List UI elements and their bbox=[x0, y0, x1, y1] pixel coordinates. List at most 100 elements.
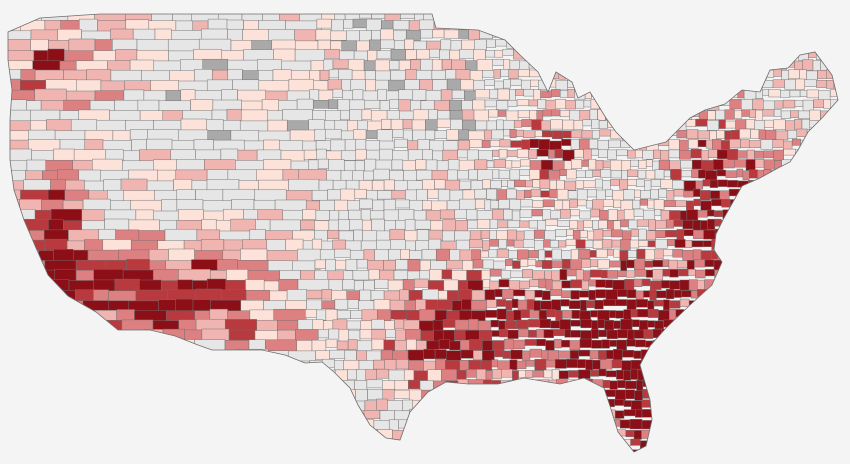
county-region bbox=[461, 299, 472, 311]
county-region bbox=[499, 139, 511, 148]
county-region bbox=[498, 239, 507, 249]
county-region bbox=[772, 139, 784, 149]
county-region bbox=[625, 430, 635, 438]
county-region bbox=[591, 320, 599, 331]
county-region bbox=[544, 230, 556, 241]
county-region bbox=[485, 50, 496, 58]
county-region bbox=[619, 419, 631, 429]
county-region bbox=[632, 199, 641, 210]
county-region bbox=[505, 160, 513, 169]
county-region bbox=[532, 200, 544, 208]
county-region bbox=[725, 170, 738, 178]
county-region bbox=[527, 259, 536, 266]
county-region bbox=[602, 180, 611, 191]
national-outline bbox=[7, 13, 839, 453]
county-region bbox=[613, 320, 621, 329]
county-region bbox=[316, 309, 327, 321]
county-region bbox=[596, 189, 606, 201]
county-region bbox=[595, 279, 606, 288]
county-region bbox=[579, 230, 588, 238]
county-region bbox=[361, 109, 372, 120]
county-region bbox=[325, 338, 338, 348]
county-region bbox=[339, 109, 350, 120]
county-region bbox=[654, 320, 664, 330]
county-region bbox=[356, 259, 368, 269]
county-region bbox=[586, 189, 597, 198]
county-region bbox=[633, 208, 644, 217]
county-region bbox=[602, 380, 611, 389]
county-region bbox=[516, 149, 529, 159]
county-region bbox=[707, 218, 716, 230]
county-region bbox=[716, 129, 725, 139]
county-region bbox=[551, 260, 563, 268]
county-region bbox=[616, 369, 624, 380]
county-region bbox=[600, 359, 613, 370]
county-region bbox=[507, 180, 515, 189]
county-region bbox=[555, 229, 567, 238]
county-region bbox=[598, 350, 607, 360]
county-region bbox=[529, 169, 541, 180]
county-region bbox=[550, 109, 561, 117]
county-region bbox=[371, 218, 385, 232]
county-region bbox=[442, 219, 456, 232]
county-region bbox=[691, 240, 704, 248]
county-region bbox=[491, 330, 500, 337]
county-region bbox=[633, 329, 645, 339]
county-region bbox=[340, 150, 357, 161]
county-region bbox=[621, 160, 631, 171]
county-region bbox=[612, 190, 624, 201]
county-region bbox=[524, 189, 532, 199]
county-region bbox=[404, 219, 416, 231]
county-region bbox=[327, 189, 341, 201]
county-region bbox=[475, 120, 488, 131]
county-region bbox=[363, 170, 374, 181]
county-region bbox=[763, 150, 774, 159]
county-region bbox=[633, 430, 642, 440]
county-region bbox=[521, 79, 531, 90]
county-region bbox=[434, 179, 446, 190]
county-region bbox=[655, 239, 668, 249]
county-region bbox=[729, 138, 741, 149]
county-region bbox=[712, 159, 724, 171]
county-region bbox=[324, 48, 340, 59]
county-region bbox=[482, 70, 495, 78]
county-region bbox=[434, 349, 447, 360]
county-region bbox=[339, 50, 355, 61]
county-region bbox=[372, 199, 385, 213]
county-region bbox=[517, 110, 530, 118]
county-region bbox=[536, 329, 545, 338]
county-region bbox=[466, 369, 477, 378]
county-region bbox=[543, 369, 553, 379]
county-region bbox=[376, 50, 392, 60]
county-region bbox=[394, 319, 405, 329]
county-region bbox=[175, 298, 194, 313]
county-region bbox=[426, 340, 440, 350]
county-region bbox=[457, 149, 468, 159]
county-region bbox=[352, 18, 367, 29]
county-region bbox=[548, 149, 556, 159]
county-region bbox=[520, 199, 533, 208]
county-region bbox=[727, 148, 739, 161]
county-region bbox=[344, 139, 357, 152]
county-region bbox=[466, 209, 478, 221]
county-region bbox=[441, 59, 452, 70]
county-region bbox=[386, 110, 400, 120]
county-region bbox=[598, 220, 608, 229]
county-region bbox=[598, 368, 607, 377]
county-region bbox=[473, 109, 489, 123]
county-region bbox=[627, 329, 635, 340]
county-region bbox=[501, 368, 513, 378]
county-region bbox=[371, 338, 385, 350]
county-region bbox=[550, 289, 562, 296]
county-region bbox=[545, 359, 556, 368]
county-region bbox=[647, 308, 659, 318]
county-region bbox=[679, 150, 692, 160]
county-region bbox=[567, 88, 575, 98]
county-region bbox=[414, 278, 429, 288]
county-region bbox=[613, 349, 623, 361]
county-region bbox=[352, 270, 370, 281]
county-region bbox=[643, 290, 651, 298]
county-region bbox=[523, 130, 536, 139]
county-region bbox=[503, 129, 511, 137]
county-region bbox=[636, 219, 649, 227]
